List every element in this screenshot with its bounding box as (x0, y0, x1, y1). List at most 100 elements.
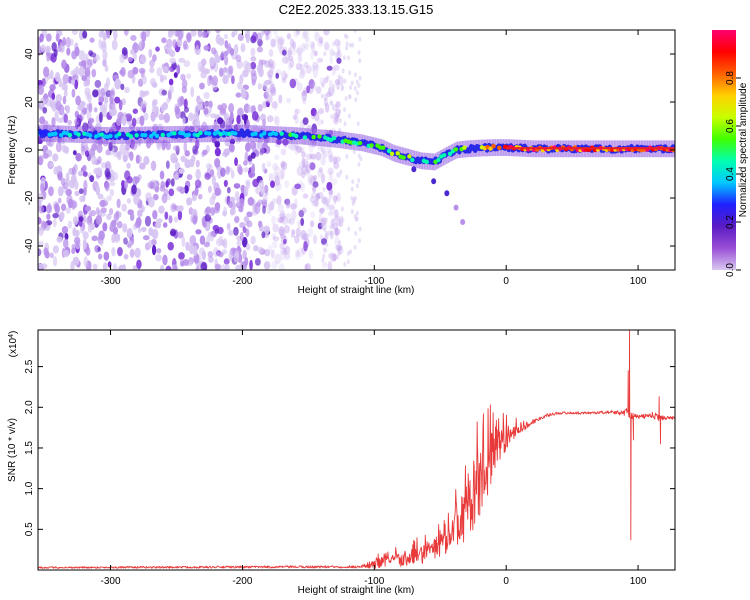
spectrogram-noise-blob (278, 227, 285, 237)
spectrogram-noise-blob (264, 30, 271, 36)
snr-x-tick-label: -200 (232, 576, 252, 587)
spectrogram-noise-blob (343, 107, 347, 113)
spectrogram-noise-blob (84, 67, 91, 77)
spectrogram-noise-blob (75, 153, 82, 162)
spectrogram-noise-blob (263, 225, 271, 234)
spectrogram-noise-blob (127, 151, 132, 158)
spectrogram-noise-blob (300, 229, 307, 241)
spectrogram-noise-blob (224, 139, 231, 147)
spectrogram-noise-blob (317, 169, 324, 178)
spectrogram-noise-blob (277, 37, 284, 49)
spectrogram-noise-blob (228, 103, 235, 113)
spectrogram-noise-blob (269, 201, 275, 211)
spectrogram-noise-blob (278, 212, 286, 219)
snr-x-ticks: -300 -200 -100 0 100 (101, 330, 647, 587)
spectrogram-noise-blob (71, 166, 76, 176)
spectrogram-noise-blob (331, 87, 335, 93)
spectrogram-track-blob (407, 154, 412, 159)
spectrogram-noise-blob (93, 107, 98, 113)
spectrogram-noise-blob (284, 180, 290, 188)
spectrogram-noise-blob (296, 48, 303, 55)
spectrogram-noise-blob (315, 151, 322, 161)
spectrogram-noise-blob (139, 115, 145, 127)
spectrogram-noise-blob (112, 30, 118, 41)
spectrogram-track-blob (233, 131, 238, 136)
spectrogram-noise-blob (333, 222, 339, 232)
spectrogram-noise-blob (142, 235, 150, 241)
spectrogram-noise-blob (195, 266, 200, 270)
spectrogram-noise-blob (250, 56, 257, 62)
spectrogram-noise-blob (343, 121, 347, 127)
spectrogram-noise-blob (194, 179, 202, 189)
spectrogram-signal-track (38, 124, 675, 225)
spectrogram-noise-blob (83, 187, 87, 196)
spectrogram-noise-blob (102, 222, 108, 232)
spectrogram-noise-blob (320, 147, 324, 153)
spectrogram-noise-blob (296, 82, 303, 92)
spectrogram-noise-blob (167, 194, 171, 201)
spectrogram-noise-blob (215, 187, 222, 196)
spectrogram-noise-blob (165, 180, 169, 188)
spectrogram-noise-blob (343, 261, 347, 267)
spectrogram-noise-blob (79, 227, 85, 234)
spectrogram-noise-blob (129, 49, 135, 55)
spectrogram-noise-blob (321, 257, 325, 263)
spectrogram-noise-blob (144, 215, 152, 227)
spectrogram-noise-blob (174, 105, 180, 115)
snr-y-tick-label: 0.5 (24, 522, 35, 536)
spectrogram-noise-blob (329, 204, 336, 215)
spectrogram-noise-blob (327, 167, 334, 175)
spectrogram-noise-blob (304, 36, 310, 43)
spectrogram-noise-blob (119, 53, 125, 64)
spectrogram-noise-blob (158, 205, 165, 214)
spectrogram-noise-blob (289, 46, 296, 56)
spectrogram-noise-blob (335, 216, 341, 227)
spectrogram-noise-blob (346, 55, 350, 61)
spectrogram-noise-blob (279, 249, 287, 261)
spectrogram-noise-blob (302, 233, 309, 240)
spectrogram-noise-blob (76, 105, 83, 111)
spectrogram-noise-blob (126, 176, 133, 184)
spectrogram-noise-blob (177, 30, 183, 41)
spectrogram-noise-blob (265, 100, 270, 108)
spectrogram-noise-blob (280, 162, 285, 170)
spectrogram-noise-blob (208, 106, 212, 114)
snr-y-ticks: 0.5 1.0 1.5 2.0 2.5 (24, 359, 675, 536)
spectrogram-noise-blob (295, 249, 300, 258)
spectrogram-noise-blob (271, 100, 278, 109)
spectrogram-noise-blob (315, 86, 322, 94)
spectrogram-noise-blob (354, 230, 358, 236)
spectrogram-noise-blob (314, 193, 320, 201)
spectrogram-noise-blob (112, 263, 118, 270)
spectrogram-noise-blob (180, 73, 186, 81)
spectrogram-noise-blob (109, 181, 116, 187)
spectrogram-noise-blob (150, 160, 157, 171)
spectrogram-track-blob (442, 152, 447, 158)
spectrogram-noise-blob (105, 90, 112, 98)
spectrogram-noise-blob (296, 30, 301, 36)
spectrogram-x-label: Height of straight line (km) (298, 285, 415, 296)
spectrogram-noise-blob (85, 246, 91, 256)
spectrogram-noise-blob (327, 260, 333, 270)
spectrogram-noise-blob (287, 63, 292, 71)
spectrogram-noise-blob (256, 65, 262, 73)
spectrogram-noise-blob (44, 45, 51, 54)
spectrogram-noise-blob (324, 40, 329, 51)
spectrogram-track-peak-line (506, 147, 675, 150)
spectrogram-noise-blob (124, 86, 130, 94)
spectrogram-noise-blob (263, 261, 271, 270)
spectrogram-noise-blob (130, 35, 137, 42)
spectrogram-noise-blob (121, 203, 127, 212)
spectrogram-noise-blob (275, 72, 280, 79)
spectrogram-noise-blob (192, 215, 198, 225)
spectrogram-noise-blob (52, 212, 59, 219)
spectrogram-noise-blob (106, 30, 111, 39)
spectrogram-noise-blob (148, 227, 154, 237)
spectrogram-noise-blob (333, 116, 339, 125)
spectrogram-noise-blob (283, 238, 287, 245)
spectrogram-noise-blob (125, 113, 133, 122)
spectrogram-noise-blob (132, 108, 138, 114)
spectrogram-track-blob (67, 132, 73, 138)
spectrogram-noise-blob (297, 52, 303, 63)
spectrogram-noise-blob (311, 192, 315, 199)
